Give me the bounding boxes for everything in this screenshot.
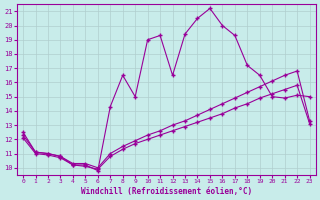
X-axis label: Windchill (Refroidissement éolien,°C): Windchill (Refroidissement éolien,°C) <box>81 187 252 196</box>
